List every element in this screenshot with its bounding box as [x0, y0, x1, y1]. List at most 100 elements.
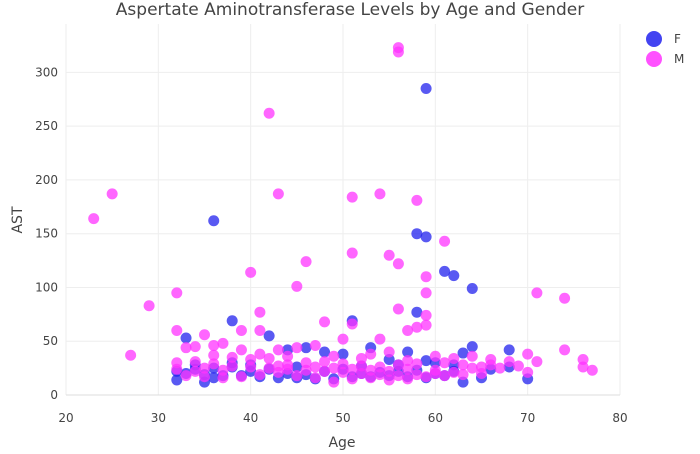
data-point-m — [180, 342, 192, 354]
data-point-m — [346, 363, 358, 375]
data-point-m — [577, 361, 589, 373]
points-layer — [88, 42, 598, 388]
data-point-f — [291, 361, 303, 373]
data-point-m — [319, 316, 331, 328]
data-point-m — [319, 365, 331, 377]
data-point-f — [300, 342, 312, 354]
data-point-m — [392, 359, 404, 371]
data-point-m — [531, 287, 543, 299]
data-point-m — [199, 362, 210, 374]
data-point-m — [199, 329, 210, 341]
legend-item-f: F — [646, 31, 681, 47]
data-point-m — [328, 350, 340, 362]
data-point-f — [171, 374, 183, 386]
data-point-m — [328, 376, 340, 388]
data-point-m — [392, 370, 404, 382]
data-point-f — [226, 315, 238, 327]
data-point-m — [439, 235, 451, 247]
data-point-m — [420, 319, 432, 331]
data-point-m — [309, 372, 321, 384]
data-point-m — [531, 356, 543, 368]
data-point-f — [457, 376, 469, 388]
data-point-m — [217, 372, 229, 384]
data-point-m — [88, 213, 100, 225]
data-point-m — [291, 370, 303, 382]
x-tick-label: 80 — [612, 411, 627, 425]
data-point-f — [180, 332, 192, 344]
data-point-m — [392, 303, 404, 315]
legend-label: F — [674, 32, 681, 46]
data-point-m — [300, 364, 312, 376]
y-tick-label: 50 — [43, 334, 58, 348]
data-point-m — [208, 358, 220, 370]
data-point-m — [300, 256, 312, 268]
data-point-f — [457, 347, 469, 359]
data-point-f — [383, 354, 395, 366]
data-point-m — [189, 365, 201, 377]
y-tick-label: 300 — [35, 65, 58, 79]
data-point-f — [263, 330, 275, 342]
x-tick-label: 70 — [520, 411, 535, 425]
data-point-m — [402, 355, 414, 367]
y-tick-label: 150 — [35, 227, 58, 241]
data-point-m — [346, 191, 358, 203]
data-point-m — [494, 362, 506, 374]
data-point-m — [245, 354, 257, 366]
data-point-m — [106, 188, 118, 200]
data-point-f — [402, 346, 414, 358]
data-point-m — [282, 359, 294, 371]
data-point-m — [383, 374, 395, 386]
data-point-m — [411, 194, 423, 206]
data-point-m — [429, 350, 441, 362]
data-point-m — [559, 292, 571, 304]
data-point-m — [411, 321, 423, 333]
y-axis-label: AST — [10, 206, 26, 233]
data-point-m — [355, 367, 367, 379]
data-point-m — [522, 366, 534, 378]
data-point-m — [217, 337, 229, 349]
data-point-m — [171, 324, 183, 336]
data-point-m — [291, 342, 303, 354]
data-point-m — [522, 348, 534, 360]
legend-item-m: M — [646, 51, 684, 67]
data-point-m — [402, 324, 414, 336]
data-point-m — [189, 341, 201, 353]
data-point-m — [309, 340, 321, 352]
x-axis-label: Age — [328, 435, 355, 450]
data-point-m — [189, 356, 201, 368]
x-tick-label: 20 — [58, 411, 73, 425]
data-point-m — [346, 373, 358, 385]
data-point-m — [365, 372, 377, 384]
data-point-m — [217, 364, 229, 376]
data-point-m — [476, 367, 487, 379]
data-point-f — [420, 231, 432, 243]
data-point-f — [420, 83, 432, 95]
data-point-m — [208, 340, 220, 352]
data-point-m — [263, 362, 275, 374]
data-point-m — [448, 366, 460, 378]
data-point-m — [485, 359, 497, 371]
data-point-m — [559, 344, 571, 356]
data-point-m — [254, 324, 266, 336]
data-point-m — [291, 280, 303, 292]
data-point-f — [448, 270, 460, 282]
data-point-m — [466, 350, 478, 362]
data-point-m — [374, 333, 386, 345]
data-point-f — [319, 346, 331, 358]
data-point-m — [171, 363, 183, 375]
data-point-m — [383, 365, 395, 377]
data-point-m — [208, 349, 220, 361]
data-point-m — [245, 361, 257, 373]
x-tick-label: 60 — [428, 411, 443, 425]
data-point-f — [208, 372, 220, 384]
data-point-m — [457, 359, 469, 371]
data-point-m — [457, 369, 469, 381]
data-point-m — [392, 46, 404, 58]
data-point-m — [235, 344, 247, 356]
data-point-m — [374, 361, 386, 373]
data-point-m — [226, 351, 238, 363]
data-point-m — [402, 373, 414, 385]
data-point-f — [466, 283, 478, 295]
